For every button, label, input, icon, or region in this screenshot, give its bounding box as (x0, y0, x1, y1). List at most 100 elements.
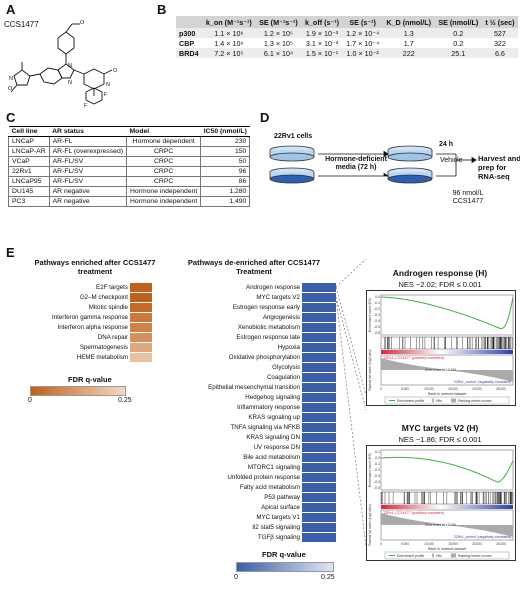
thalf-value: 6.6 (481, 48, 518, 58)
deenriched-heatmap (302, 283, 336, 543)
cell-header-model: Model (126, 126, 201, 137)
enrichment-profile-line (380, 296, 514, 330)
x-tick-label: 5,000 (401, 387, 409, 391)
deenriched-colorbar (236, 562, 334, 572)
pathway-label: MYC targets V1 (256, 514, 300, 521)
x-tick-label: 25,000 (496, 542, 506, 546)
kd-se-value: 25.1 (434, 48, 482, 58)
enriched-heatmap (130, 283, 152, 363)
heatmap-cell (302, 343, 336, 353)
gsea-2-plot: 0.1 0.0 -0.1 -0.2 -0.3 -0.4 -0.5 Enrichment sco… (366, 445, 516, 561)
pathway-label: Hedgehog signaling (245, 394, 300, 401)
binding-header-kd-se: SE (nmol/L) (434, 16, 482, 28)
kon-se-value: 6.1 × 10⁴ (255, 48, 302, 58)
cell-line: LNCaP95 (8, 176, 50, 187)
cell-line: LNCaP (8, 136, 50, 147)
ar-status: AR-FL/SV (48, 156, 128, 167)
y-tick-label: 0.0 (375, 456, 380, 460)
legend-hits: Hits (436, 399, 442, 403)
kd-value: 222 (382, 48, 435, 58)
binding-header-kon: k_on (M⁻¹s⁻¹) (202, 16, 256, 28)
atom-n-4: N (106, 82, 110, 88)
binding-header-koff-se: SE (s⁻¹) (342, 16, 383, 28)
atom-f-1: F (104, 92, 108, 98)
heatmap-cell (302, 313, 336, 323)
binding-header-blank (176, 16, 203, 28)
cell-header-line: Cell line (8, 126, 50, 137)
deenriched-title: Pathways de-enriched after CCS1477 Treat… (187, 258, 321, 276)
x-tick-label: 0 (380, 387, 382, 391)
pathway-label: Hypoxia (277, 344, 300, 351)
binding-header-thalf: t ½ (sec) (481, 16, 518, 28)
legend-enrichment-profile: Enrichment profile (397, 554, 424, 558)
x-tick-label: 5,000 (401, 542, 409, 546)
thalf-value: 322 (493, 38, 506, 48)
y-tick-label: 0.0 (375, 295, 380, 299)
pathway-label: Interferon gamma response (51, 314, 128, 321)
deenriched-labels: Androgen response MYC targets V2 Estrogen … (180, 283, 300, 543)
enrichment-profile-line (380, 456, 514, 483)
panel-label-d: D (260, 110, 270, 125)
enriched-colorbar (30, 386, 126, 396)
panel-label-c: C (6, 110, 16, 125)
koff-se-value: 1.0 × 10⁻² (342, 48, 383, 58)
atom-o-2: O (80, 20, 85, 26)
atom-n-2: N (68, 63, 72, 69)
binding-target: p300 (176, 28, 203, 38)
ic50-value: 1,490 (200, 196, 251, 207)
table-row: 22Rv1 AR-FL/SV CRPC 96 (8, 166, 251, 177)
heatmap-cell (302, 463, 336, 473)
heatmap-cell (302, 383, 336, 393)
heatmap-cell (302, 353, 336, 363)
workflow-drug: CCS1477 (452, 198, 484, 205)
heatmap-cell (302, 483, 336, 493)
panel-label-a: A (6, 2, 16, 17)
x-tick-label: 15,000 (448, 387, 458, 391)
heatmap-cell (302, 423, 336, 433)
cell-line: LNCaP-AR (8, 146, 50, 157)
connector-lines (335, 258, 367, 548)
table-row: CBP 1.4 × 10⁶ 1.3 × 10⁵ 3.1 × 10⁻³ 1.7 ×… (176, 38, 518, 48)
pathway-label: Unfolded protein response (227, 474, 300, 481)
cell-header-ic50: IC50 (nmol/L) (200, 126, 250, 137)
binding-target: BRD4 (176, 48, 203, 58)
pathway-label: Angiogenesis (262, 314, 300, 321)
model: CRPC (126, 166, 202, 177)
x-tick-label: 20,000 (472, 387, 482, 391)
cell-line: DU145 (8, 186, 50, 197)
kon-value: 1.4 × 10⁶ (214, 38, 244, 48)
workflow-diagram (269, 145, 477, 184)
kd-se-value: 0.2 (453, 38, 464, 48)
pathway-label: Estrogen response late (236, 334, 300, 341)
heatmap-cell (302, 443, 336, 453)
y-tick-label: -0.2 (374, 307, 380, 311)
x-tick-label: 15,000 (448, 542, 458, 546)
table-row: VCaP AR-FL/SV CRPC 50 (8, 156, 251, 167)
heatmap-cell (302, 393, 336, 403)
model: CRPC (126, 146, 202, 157)
ar-status: AR negative (48, 186, 128, 197)
table-row: LNCaP AR-FL Hormone dependent 230 (8, 136, 251, 147)
cell-line: 22Rv1 (8, 166, 50, 177)
legend-enrichment-profile: Enrichment profile (397, 399, 424, 403)
y-tick-label: -0.5 (374, 486, 380, 490)
x-tick-label: 25,000 (496, 387, 506, 391)
heatmap-cell (302, 323, 336, 333)
pathway-label: Bile acid metabolism (243, 454, 300, 461)
pathway-label: Inflammatory response (237, 404, 300, 411)
chemical-structure: N O N N O N O F F (8, 20, 118, 109)
binding-table-header: k_on (M⁻¹s⁻¹) SE (M⁻¹s⁻¹) k_off (s⁻¹) SE… (176, 16, 518, 28)
table-row: LNCaP95 AR-FL/SV CRPC 86 (8, 176, 251, 187)
deenriched-fdr-min: 0 (234, 574, 238, 581)
y-tick-label: -0.4 (374, 480, 380, 484)
workflow-time: 24 h (439, 141, 454, 148)
pathway-label: TNFA signaling via NFKB (230, 424, 300, 431)
gsea-1-plot: 0.0 -0.1 -0.2 -0.3 -0.4 -0.5 -0.6 Enrichment sc… (366, 290, 516, 406)
binding-header-koff: k_off (s⁻¹) (301, 16, 343, 28)
pathway-label: TGFβ signaling (257, 534, 300, 541)
cell-table-header: Cell line AR status Model IC50 (nmol/L) (8, 126, 250, 137)
ranking-color-bar (381, 350, 513, 354)
heatmap-cell (130, 313, 152, 323)
heatmap-cell (302, 473, 336, 483)
ar-status: AR-FL (overexpressed) (48, 146, 128, 157)
